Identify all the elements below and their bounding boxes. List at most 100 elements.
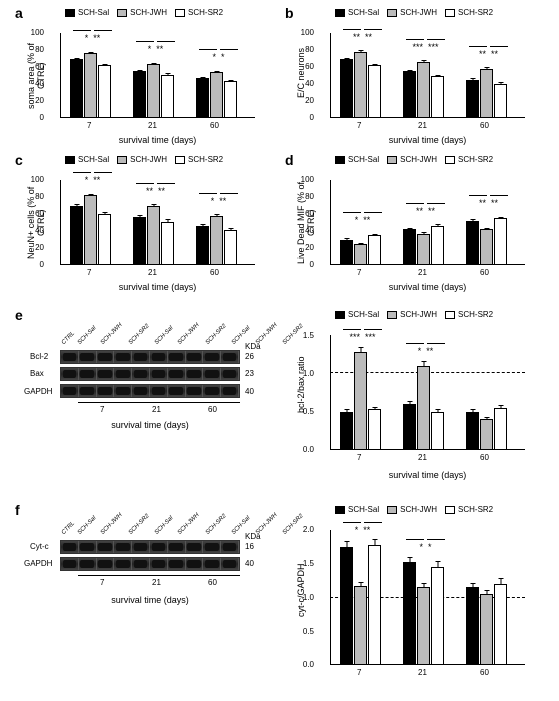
sig-marker: ** **: [403, 196, 448, 216]
bar-f-2-2: [494, 584, 507, 665]
errorbar: [90, 52, 91, 55]
bar-group-7: *** ***: [340, 352, 381, 450]
legend-label-sr2-c: SCH-SR2: [188, 155, 223, 164]
errorbar: [230, 228, 231, 231]
panel-e: e CTRL SCH-Sal SCH-JWH SCH-SR2 SCH-Sal S…: [20, 310, 540, 490]
ytick-100-c: 100: [31, 175, 44, 184]
xtick-21-f: 21: [418, 668, 427, 677]
sig-marker: * **: [340, 205, 385, 225]
bar-group-7: * **: [340, 545, 381, 665]
errorbar: [500, 405, 501, 409]
bar-a-1-1: [147, 64, 160, 118]
ytick-20-b: 20: [305, 96, 314, 105]
xtick-7-a: 7: [87, 121, 91, 130]
kda-23: 23: [245, 369, 254, 378]
blot-row-bax: [60, 367, 240, 381]
blot-bcl2: Bcl-2: [30, 352, 48, 361]
kda-label-f: KDa: [245, 532, 261, 541]
yaxis-a: [60, 33, 61, 118]
blot-row-gapdh-f: [60, 557, 240, 571]
legend-d: SCH-Sal SCH-JWH SCH-SR2: [335, 155, 493, 164]
legend-box-black-b: [335, 9, 345, 17]
xlabel-a: survival time (days): [60, 135, 255, 145]
sig-marker: *** ***: [340, 322, 385, 342]
legend-label-sr2-f: SCH-SR2: [458, 505, 493, 514]
ytick-10-f: 1.0: [303, 593, 314, 602]
errorbar: [104, 64, 105, 67]
bar-group-60: ** **: [466, 218, 507, 265]
legend-item-sal-b: SCH-Sal: [335, 8, 379, 17]
xtick-21-c: 21: [148, 268, 157, 277]
bracket-21-e: [132, 402, 186, 403]
ytick-15-f: 1.5: [303, 559, 314, 568]
errorbar: [90, 194, 91, 197]
errorbar: [153, 63, 154, 66]
bar-group-21: * **: [133, 64, 174, 118]
yaxis-c: [60, 180, 61, 265]
ytick-60-b: 60: [305, 62, 314, 71]
bar-a-2-2: [224, 81, 237, 118]
ytick-0-b: 0: [310, 113, 314, 122]
sig-marker: ** **: [340, 22, 385, 42]
ytick-20-d: 20: [305, 243, 314, 252]
panel-c-label: c: [15, 152, 23, 168]
sig-marker: * **: [403, 336, 448, 356]
bar-e-2-1: [480, 419, 493, 450]
ytick-100-b: 100: [301, 28, 314, 37]
legend-label-sr2-d: SCH-SR2: [458, 155, 493, 164]
errorbar: [409, 557, 410, 564]
errorbar: [153, 204, 154, 207]
bar-f-1-1: [417, 587, 430, 665]
blot-row-bcl2: [60, 350, 240, 364]
chart-a: 0 20 40 60 80 100 * ** * ** * * 7 21 60: [60, 23, 255, 118]
legend-box-black-e: [335, 311, 345, 319]
xtick-7-b: 7: [357, 121, 361, 130]
errorbar: [167, 219, 168, 222]
ytick-20: 20: [35, 96, 44, 105]
kda-40-e: 40: [245, 387, 254, 396]
ytick-0: 0: [40, 113, 44, 122]
ytick-05-f: 0.5: [303, 627, 314, 636]
ytick-80: 80: [35, 45, 44, 54]
xtick-60-e: 60: [480, 453, 489, 462]
errorbar: [139, 215, 140, 218]
bars-c: * ** ** ** * **: [70, 195, 237, 265]
blot-row-gapdh-e: [60, 384, 240, 398]
legend-box-black-d: [335, 156, 345, 164]
bar-group-60: [466, 584, 507, 665]
errorbar: [437, 75, 438, 78]
legend-b: SCH-Sal SCH-JWH SCH-SR2: [335, 8, 493, 17]
bar-c-1-2: [161, 222, 174, 265]
xtick-7-d: 7: [357, 268, 361, 277]
panel-d: d SCH-Sal SCH-JWH SCH-SR2 Live Dead MIF …: [290, 155, 540, 295]
xtick-60-c: 60: [210, 268, 219, 277]
bar-a-0-2: [98, 65, 111, 118]
errorbar: [360, 243, 361, 245]
blot-gapdh-f: GAPDH: [24, 559, 52, 568]
bar-d-2-0: [466, 221, 479, 265]
blot-cytc: Cyt-c: [30, 542, 49, 551]
sig-marker: * **: [133, 34, 178, 54]
legend-item-jwh-c: SCH-JWH: [117, 155, 167, 164]
legend-label-jwh: SCH-JWH: [130, 8, 167, 17]
lane-ctrl-f: CTRL: [61, 521, 76, 536]
panel-b-label: b: [285, 5, 294, 21]
bar-group-7: * **: [70, 195, 111, 265]
sig-marker: * **: [196, 186, 241, 206]
ytick-100: 100: [31, 28, 44, 37]
legend-item-sr2-f: SCH-SR2: [445, 505, 493, 514]
lane-ctrl-e: CTRL: [61, 331, 76, 346]
bar-group-21: * *: [403, 562, 444, 665]
legend-item-sr2: SCH-SR2: [175, 8, 223, 17]
ytick-05-e: 0.5: [303, 407, 314, 416]
legend-label-jwh-b: SCH-JWH: [400, 8, 437, 17]
chart-f: 0.0 0.5 1.0 1.5 2.0 * ** * * 7 21 60: [330, 520, 525, 665]
bars-d: * ** ** ** ** **: [340, 218, 507, 265]
blots-e: Bcl-2 Bax GAPDH KDa 26 23 40 7 21 60: [60, 350, 240, 398]
errorbar: [486, 228, 487, 231]
lane-9-e: SCH-SR2: [282, 323, 305, 346]
legend-e: SCH-Sal SCH-JWH SCH-SR2: [335, 310, 493, 319]
ytick-60: 60: [35, 62, 44, 71]
bar-a-0-1: [84, 53, 97, 118]
errorbar: [360, 50, 361, 53]
